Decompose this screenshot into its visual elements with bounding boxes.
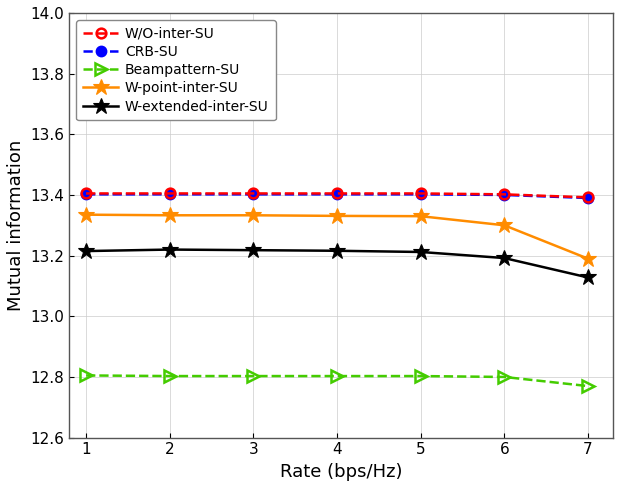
W-point-inter-SU: [584, 256, 591, 262]
W-point-inter-SU: [417, 213, 425, 219]
W-point-inter-SU: [250, 212, 257, 218]
W-extended-inter-SU: [334, 248, 341, 254]
Line: W/O-inter-SU: W/O-inter-SU: [81, 188, 593, 202]
Beampattern-SU: [334, 373, 341, 379]
W/O-inter-SU: [584, 194, 591, 200]
Line: Beampattern-SU: Beampattern-SU: [80, 369, 594, 392]
Line: W-point-inter-SU: W-point-inter-SU: [78, 206, 596, 267]
W/O-inter-SU: [166, 190, 174, 196]
Beampattern-SU: [584, 383, 591, 389]
Y-axis label: Mutual information: Mutual information: [7, 140, 25, 311]
X-axis label: Rate (bps/Hz): Rate (bps/Hz): [280, 463, 402, 481]
CRB-SU: [417, 191, 425, 197]
W/O-inter-SU: [334, 190, 341, 196]
W-extended-inter-SU: [500, 255, 508, 261]
Beampattern-SU: [250, 373, 257, 379]
W/O-inter-SU: [417, 190, 425, 196]
CRB-SU: [500, 192, 508, 198]
W/O-inter-SU: [500, 191, 508, 197]
W-extended-inter-SU: [417, 249, 425, 255]
CRB-SU: [250, 191, 257, 197]
Legend: W/O-inter-SU, CRB-SU, Beampattern-SU, W-point-inter-SU, W-extended-inter-SU: W/O-inter-SU, CRB-SU, Beampattern-SU, W-…: [76, 20, 276, 121]
W-extended-inter-SU: [584, 275, 591, 281]
W-extended-inter-SU: [82, 248, 90, 254]
Beampattern-SU: [166, 373, 174, 379]
W-point-inter-SU: [334, 213, 341, 219]
W-extended-inter-SU: [166, 246, 174, 252]
Beampattern-SU: [82, 372, 90, 378]
W-point-inter-SU: [500, 223, 508, 228]
CRB-SU: [82, 191, 90, 197]
W/O-inter-SU: [250, 190, 257, 196]
Beampattern-SU: [417, 373, 425, 379]
CRB-SU: [334, 191, 341, 197]
Line: W-extended-inter-SU: W-extended-inter-SU: [78, 241, 596, 286]
W-point-inter-SU: [166, 212, 174, 218]
CRB-SU: [584, 195, 591, 201]
W-extended-inter-SU: [250, 247, 257, 253]
CRB-SU: [166, 191, 174, 197]
W-point-inter-SU: [82, 212, 90, 218]
W/O-inter-SU: [82, 190, 90, 196]
Beampattern-SU: [500, 374, 508, 380]
Line: CRB-SU: CRB-SU: [81, 189, 593, 203]
